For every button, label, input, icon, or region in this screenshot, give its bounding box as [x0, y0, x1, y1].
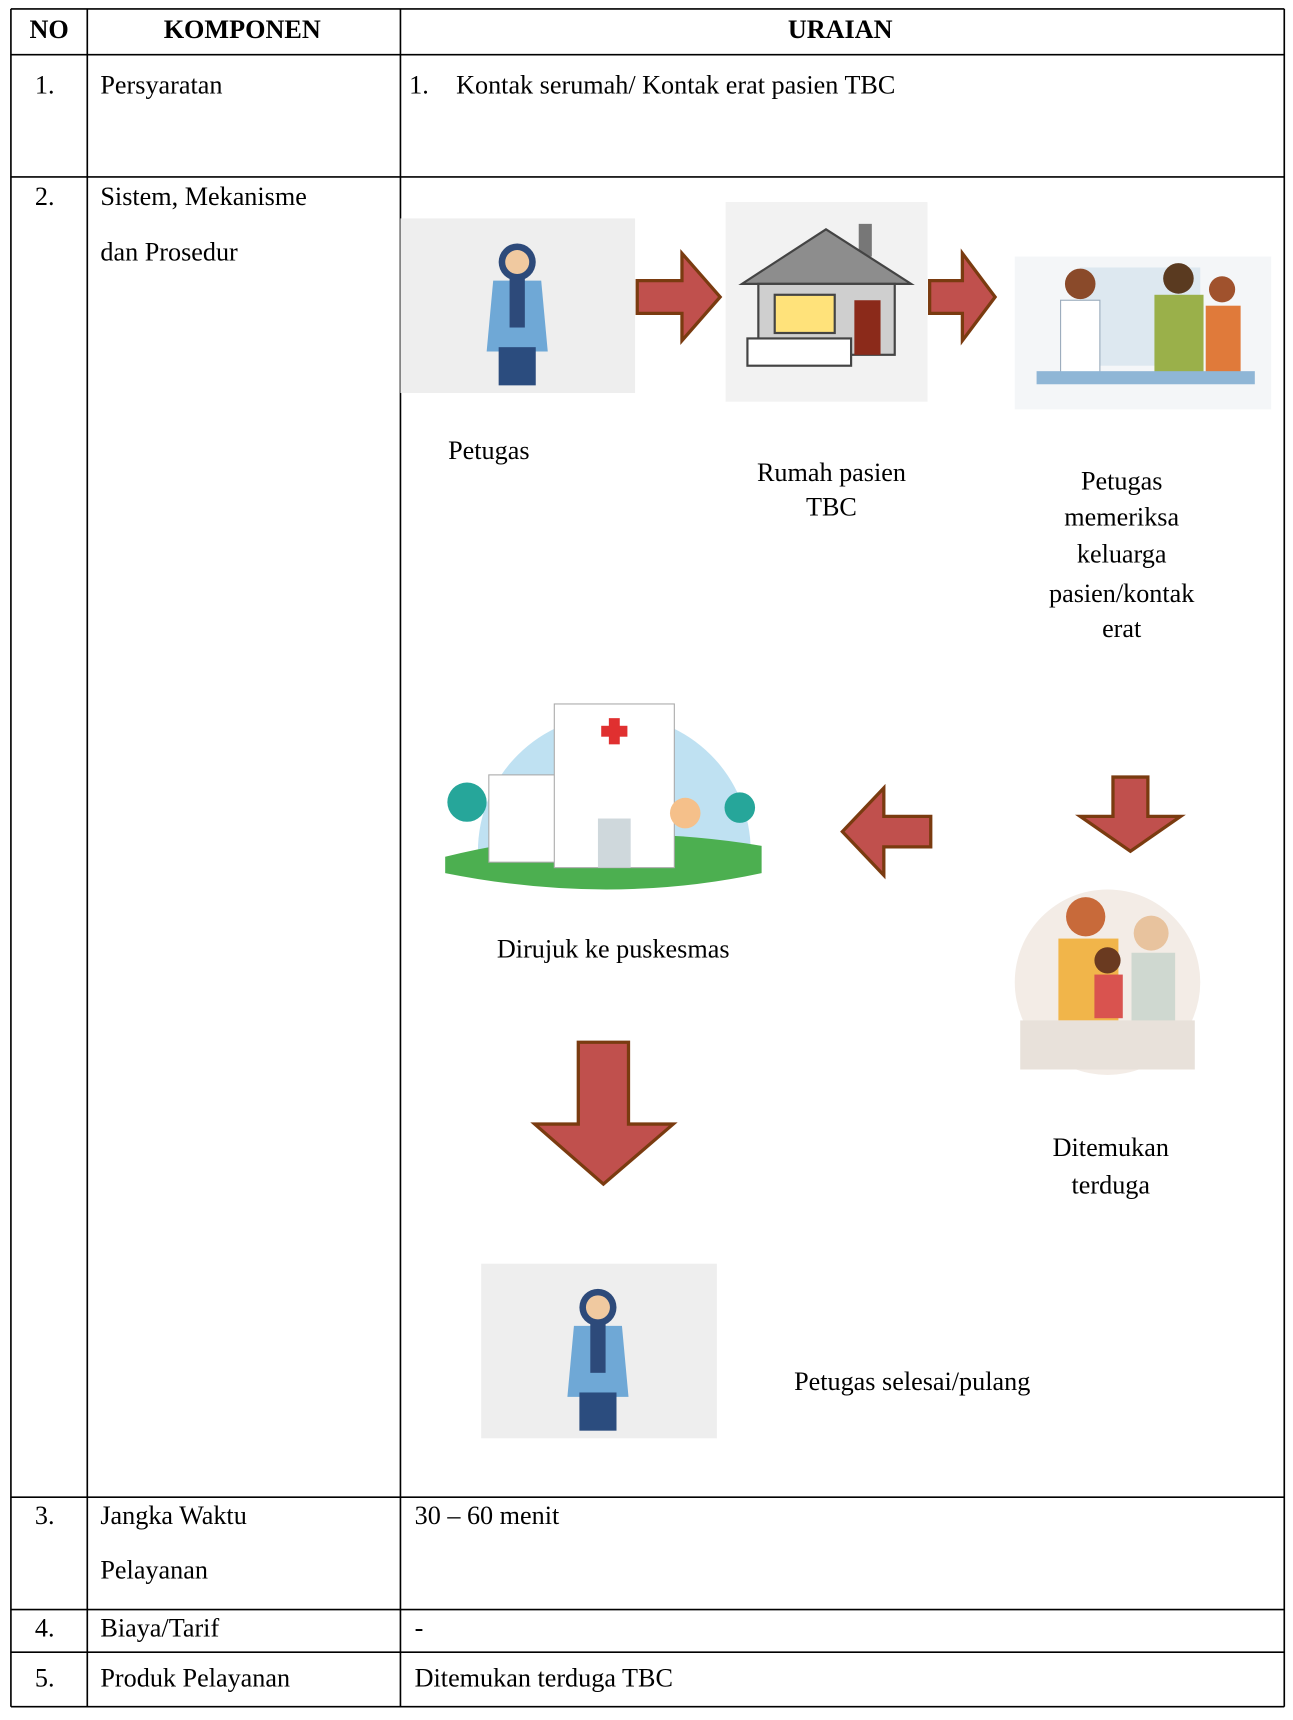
- arrow: [928, 248, 998, 346]
- row-no: 1.: [35, 70, 55, 99]
- uraian: Kontak serumah/ Kontak erat pasien TBC: [456, 70, 895, 99]
- hospital-image: [445, 703, 762, 890]
- node-label: Ditemukan: [1053, 1133, 1169, 1162]
- header: NO: [29, 15, 68, 44]
- officer-image: [481, 1263, 717, 1439]
- uraian: Ditemukan terduga TBC: [415, 1664, 673, 1693]
- komponen: Persyaratan: [100, 70, 222, 99]
- officer-image: [400, 218, 636, 393]
- node-label: terduga: [1072, 1170, 1151, 1199]
- arrow: [635, 248, 723, 345]
- arrow: [1075, 775, 1186, 854]
- node-label: Petugas selesai/pulang: [794, 1367, 1030, 1396]
- arrow: [840, 783, 933, 880]
- table-grid: [10, 8, 1286, 1708]
- node-label: keluarga: [1077, 540, 1167, 569]
- list-no: 1.: [409, 70, 429, 99]
- node-label: pasien/kontak: [1049, 579, 1195, 608]
- row-no: 4.: [35, 1613, 55, 1642]
- komponen: Jangka Waktu: [100, 1501, 246, 1530]
- komponen: Pelayanan: [100, 1556, 208, 1585]
- node-label: memeriksa: [1064, 503, 1179, 532]
- node-label: erat: [1102, 614, 1142, 643]
- node-label: Dirujuk ke puskesmas: [497, 935, 730, 964]
- komponen: Produk Pelayanan: [100, 1664, 290, 1693]
- row-no: 3.: [35, 1501, 55, 1530]
- row-no: 2.: [35, 182, 55, 211]
- node-label: TBC: [806, 493, 857, 522]
- uraian: 30 – 60 menit: [415, 1501, 560, 1530]
- uraian: -: [415, 1613, 424, 1642]
- house-image: [725, 202, 928, 402]
- node-label: Petugas: [448, 436, 529, 465]
- komponen: Sistem, Mekanisme: [100, 182, 306, 211]
- node-label: Rumah pasien: [757, 458, 906, 487]
- node-label: Petugas: [1081, 467, 1162, 496]
- row-no: 5.: [35, 1664, 55, 1693]
- komponen: dan Prosedur: [100, 237, 238, 266]
- komponen: Biaya/Tarif: [100, 1613, 219, 1642]
- family-image: [1014, 256, 1272, 410]
- header: URAIAN: [788, 15, 893, 44]
- arrow: [530, 1040, 678, 1187]
- header: KOMPONEN: [164, 15, 321, 44]
- examination-image: [1014, 889, 1201, 1075]
